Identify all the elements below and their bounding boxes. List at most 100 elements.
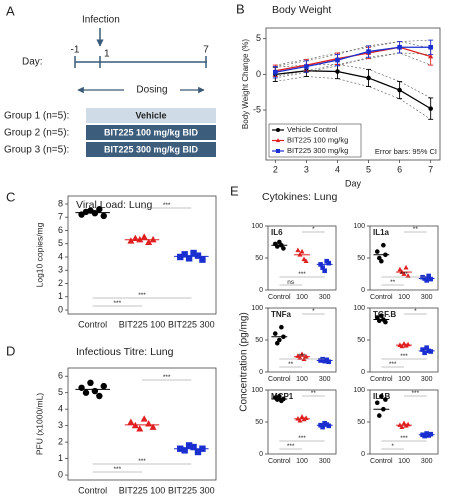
x-tick-label: 6 <box>397 164 402 174</box>
data-point <box>297 355 303 360</box>
legend-label: Vehicle Control <box>287 125 338 134</box>
data-point <box>422 433 427 439</box>
group-label: Group 1 (n=5): <box>4 111 69 122</box>
x-tick-label: 2 <box>273 164 278 174</box>
plot-frame <box>67 195 217 315</box>
x-tick-label: 100 <box>296 294 308 301</box>
x-tick-label: 100 <box>296 458 308 465</box>
data-point <box>428 431 434 437</box>
day-tick-label: -1 <box>71 45 80 56</box>
y-tick-label: 100 <box>251 223 263 230</box>
data-point <box>424 345 429 350</box>
group-label: Group 3 (n=5): <box>4 145 69 156</box>
chart-title: TGF.B <box>373 310 396 319</box>
data-point <box>303 258 309 264</box>
day-tick-label: 1 <box>104 49 110 60</box>
data-point <box>376 413 382 418</box>
data-point <box>379 258 384 264</box>
data-point <box>199 256 206 263</box>
y-tick-label: 4 <box>58 404 63 414</box>
data-point <box>428 276 434 282</box>
x-tick-label: BIT225 300 <box>168 485 215 495</box>
x-tick-label: 300 <box>319 376 331 383</box>
data-point <box>366 49 371 54</box>
panel-label: B <box>236 1 245 16</box>
y-axis-label: PFU (x1000/mL) <box>34 393 44 456</box>
legend-marker <box>276 149 280 153</box>
data-point <box>194 252 202 259</box>
series-line <box>275 46 431 72</box>
data-point <box>326 423 332 429</box>
data-point <box>279 324 284 330</box>
x-tick-label: 300 <box>421 376 433 383</box>
data-point <box>335 69 340 74</box>
data-point <box>326 260 332 266</box>
data-point <box>426 273 432 279</box>
x-tick-label: 3 <box>304 164 309 174</box>
y-tick-label: 7 <box>58 212 63 222</box>
infection-label: Infection <box>82 15 120 26</box>
y-tick-label: 8 <box>58 198 63 208</box>
y-axis-label: Concentration (pg/mg) <box>239 312 250 412</box>
data-point <box>326 359 332 365</box>
x-tick-label: 300 <box>421 294 433 301</box>
data-point <box>127 237 135 244</box>
data-point <box>399 343 405 349</box>
x-tick-label: Control <box>78 319 107 329</box>
significance-label: *** <box>400 435 408 442</box>
ci-band <box>275 76 431 120</box>
data-point <box>277 394 282 399</box>
significance-label: ns <box>287 279 295 286</box>
chart-title: Viral Load: Lung <box>76 199 152 211</box>
y-tick-label: -5 <box>253 104 261 114</box>
legend-label: BIT225 300 mg/kg <box>287 146 348 155</box>
y-tick-label: 5 <box>256 33 261 43</box>
data-point <box>366 75 371 81</box>
significance-label: *** <box>163 374 171 381</box>
group-box <box>86 142 216 157</box>
x-tick-label: Control <box>268 294 291 301</box>
plot-frame <box>67 367 217 481</box>
ci-band <box>275 39 431 67</box>
data-point <box>424 278 429 283</box>
chart-title: Infectious Titre: Lung <box>76 346 174 358</box>
data-point <box>96 392 103 400</box>
significance-label: *** <box>114 466 122 473</box>
y-tick-label: 5 <box>58 238 63 248</box>
x-tick-label: 4 <box>335 164 340 174</box>
x-tick-label: 7 <box>428 164 433 174</box>
data-point <box>149 235 157 243</box>
significance-label: *** <box>400 271 408 278</box>
data-point <box>299 351 305 356</box>
y-tick-label: 100 <box>353 305 365 312</box>
y-tick-label: 0 <box>58 304 63 314</box>
data-point <box>428 106 433 111</box>
y-tick-label: 100 <box>353 387 365 394</box>
chart-title: IL1a <box>373 228 390 237</box>
significance-label: * <box>312 226 315 233</box>
data-point <box>181 447 188 454</box>
data-point <box>145 238 153 245</box>
chart-title: Body Weight <box>272 4 331 16</box>
chart-title: IL6 <box>271 228 283 237</box>
y-tick-label: 1 <box>58 453 63 463</box>
data-point <box>383 397 388 402</box>
x-tick-label: 300 <box>319 458 331 465</box>
significance-label: * <box>391 443 394 450</box>
y-tick-label: 50 <box>255 419 263 426</box>
data-point <box>140 233 148 240</box>
significance-label: *** <box>412 390 420 397</box>
x-tick-label: 100 <box>296 376 308 383</box>
y-tick-label: 5 <box>58 387 63 397</box>
data-point <box>100 212 107 220</box>
significance-label: ** <box>288 361 294 368</box>
y-tick-label: 50 <box>357 337 365 344</box>
significance-label: *** <box>138 292 146 299</box>
data-point <box>297 417 303 423</box>
x-tick-label: BIT225 300 <box>168 319 215 329</box>
y-tick-label: 100 <box>251 305 263 312</box>
y-tick-label: 50 <box>357 419 365 426</box>
data-point <box>78 384 85 391</box>
x-tick-label: 100 <box>398 458 410 465</box>
